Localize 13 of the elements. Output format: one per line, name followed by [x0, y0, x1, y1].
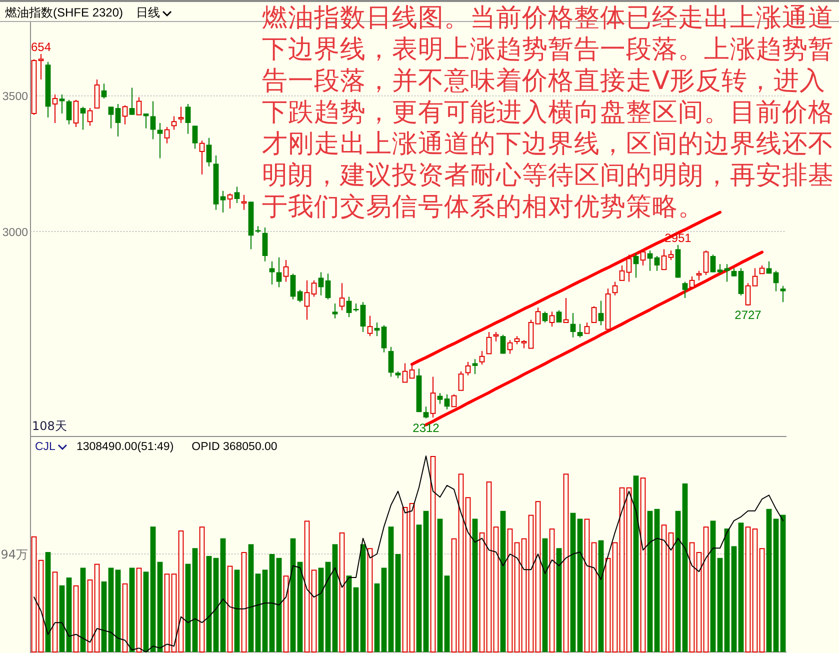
y-tick-label: 3000 [2, 226, 28, 239]
annotation: 2312 [412, 420, 440, 435]
chart-title: CJL [35, 441, 56, 453]
y-tick-label: 3500 [2, 91, 28, 104]
chart-title: 燃油指数(SHFE 2320) [5, 6, 124, 20]
annotation: 2727 [734, 308, 762, 322]
ref-line-label: 94万 [0, 548, 28, 562]
chart-subtitle: 日线 [136, 6, 160, 20]
text: 1308490.00(51:49) [76, 441, 174, 453]
annotation: 654 [30, 40, 52, 54]
annotation: 燃油指数日线图。当前价格整体已经走出上涨通道下边界线，表明上涨趋势暂告一段落。上涨趋势暂告一段落，并不意味着价格直接走V形反转，进入下跌趋势，更有可能进入横向盘整区间。目前价格才刚走出上涨通道的下边界线，区间的边界线还不明朗，建议投资者耐心等待区间的明朗，再安排基于我们交易信号体系的相对优势策略。 [262, 3, 834, 222]
text: OPID 368050.00 [192, 441, 278, 453]
annotation: 108天 [32, 419, 67, 433]
